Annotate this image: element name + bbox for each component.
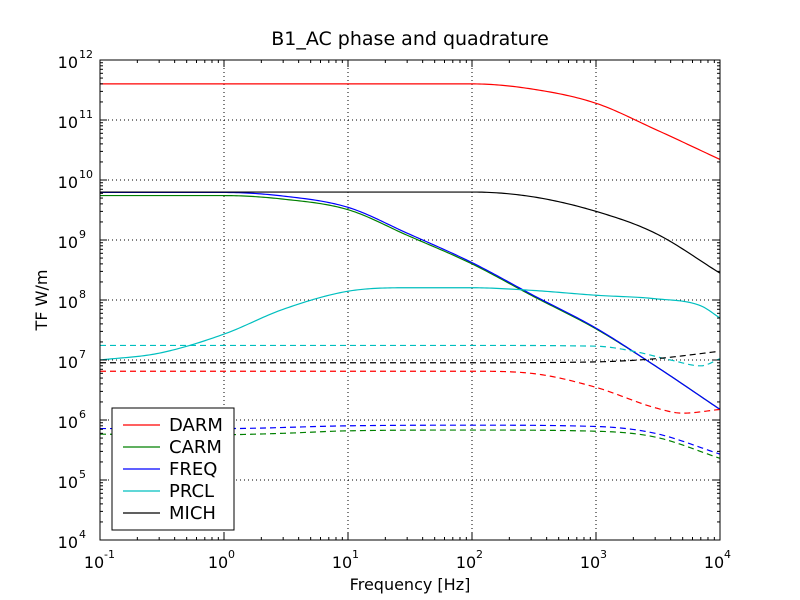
y-tick-label: 10 (58, 113, 78, 132)
y-tick-exponent: 4 (79, 528, 86, 541)
series-line-unlabeled-5-dashed (100, 370, 721, 414)
y-tick-exponent: 12 (79, 48, 93, 61)
series-line-freq (100, 191, 721, 410)
y-tick-label: 10 (58, 173, 78, 192)
legend-label-mich: MICH (169, 503, 216, 524)
y-tick-label: 10 (58, 53, 78, 72)
x-tick-exponent: 3 (600, 548, 607, 561)
y-tick-label: 10 (58, 353, 78, 372)
y-tick-label: 10 (58, 233, 78, 252)
x-tick-labels: 10 -1 10 0 10 1 10 2 10 3 10 4 (84, 548, 731, 572)
x-tick-label: 10 (84, 553, 104, 572)
x-tick-label: 10 (704, 553, 724, 572)
legend-label-freq: FREQ (169, 459, 217, 480)
x-tick-label: 10 (332, 553, 352, 572)
legend-label-darm: DARM (169, 415, 223, 436)
y-tick-exponent: 8 (79, 288, 86, 301)
axis-ticks (99, 59, 721, 541)
x-tick-exponent: 0 (228, 548, 235, 561)
series-line-prcl (99, 287, 721, 361)
y-tick-exponent: 5 (79, 468, 86, 481)
x-tick-label: 10 (580, 553, 600, 572)
y-tick-label: 10 (58, 533, 78, 552)
x-axis-title: Frequency [Hz] (350, 575, 471, 594)
series-line-unlabeled-8-dashed (100, 344, 721, 367)
chart-title: B1_AC phase and quadrature (271, 28, 549, 50)
y-axis-title: TF W/m (32, 270, 51, 332)
series-line-unlabeled-9-dashed (100, 350, 721, 364)
x-tick-exponent: 1 (352, 548, 359, 561)
series-line-darm (100, 83, 721, 160)
x-tick-label: 10 (208, 553, 228, 572)
x-tick-exponent: -1 (104, 548, 115, 561)
x-tick-exponent: 4 (724, 548, 731, 561)
x-tick-label: 10 (456, 553, 476, 572)
y-tick-exponent: 9 (79, 228, 86, 241)
legend-label-carm: CARM (169, 437, 222, 458)
y-tick-exponent: 6 (79, 408, 86, 421)
y-tick-exponent: 10 (79, 168, 93, 181)
y-tick-exponent: 11 (79, 108, 93, 121)
legend-label-prcl: PRCL (169, 481, 214, 502)
y-tick-exponent: 7 (79, 348, 86, 361)
y-tick-label: 10 (58, 473, 78, 492)
y-tick-label: 10 (58, 413, 78, 432)
x-tick-exponent: 2 (476, 548, 483, 561)
y-tick-label: 10 (58, 293, 78, 312)
series-line-mich (100, 191, 721, 274)
